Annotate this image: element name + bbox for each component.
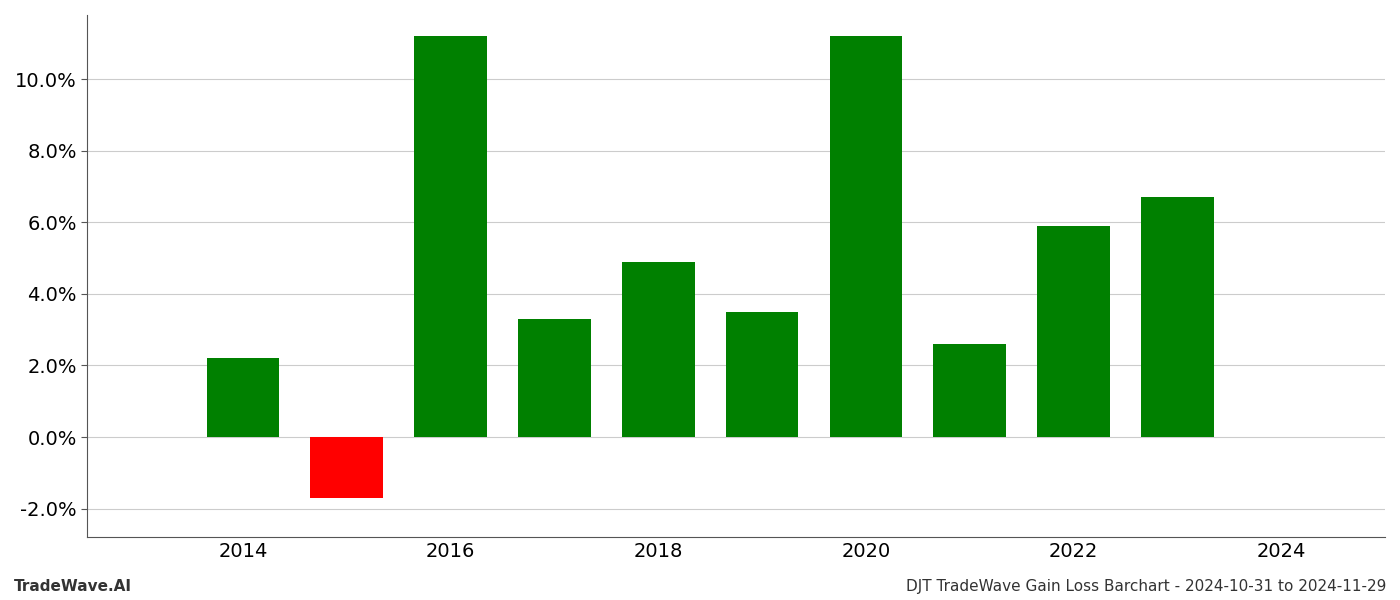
- Bar: [311, 437, 384, 498]
- Bar: [518, 319, 591, 437]
- Bar: [934, 344, 1007, 437]
- Bar: [622, 262, 694, 437]
- Bar: [830, 37, 902, 437]
- Bar: [1141, 197, 1214, 437]
- Bar: [1037, 226, 1110, 437]
- Bar: [725, 312, 798, 437]
- Bar: [414, 37, 487, 437]
- Text: DJT TradeWave Gain Loss Barchart - 2024-10-31 to 2024-11-29: DJT TradeWave Gain Loss Barchart - 2024-…: [906, 579, 1386, 594]
- Bar: [207, 358, 279, 437]
- Text: TradeWave.AI: TradeWave.AI: [14, 579, 132, 594]
